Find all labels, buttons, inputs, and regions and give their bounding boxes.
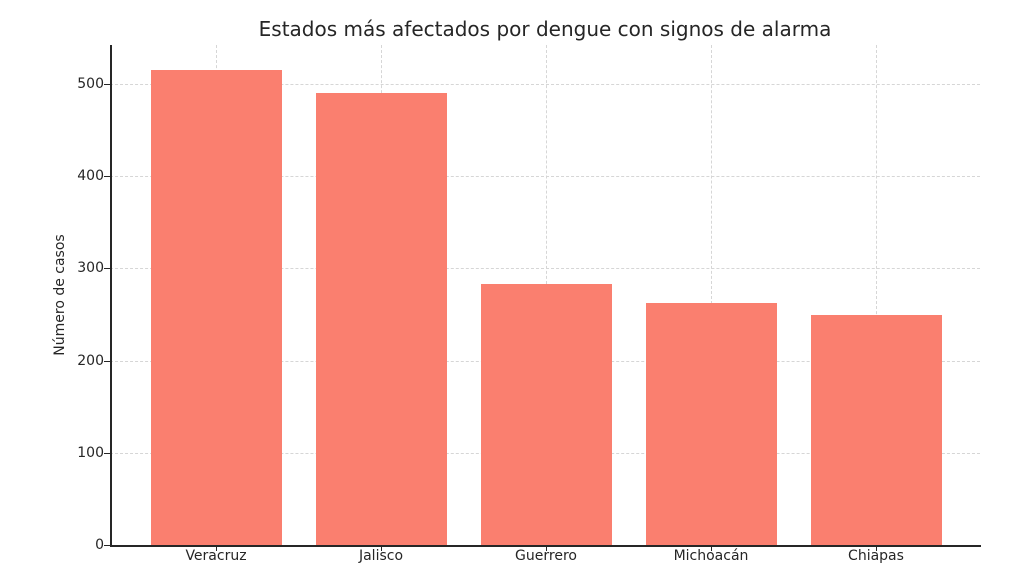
plot-area: [110, 45, 980, 545]
x-tick: [876, 545, 877, 551]
gridline-v: [711, 45, 712, 545]
x-tick: [216, 545, 217, 551]
y-tick: [104, 176, 110, 178]
y-tick-label: 500: [77, 76, 104, 92]
x-axis-line: [110, 545, 981, 547]
x-tick-label: Michoacán: [673, 548, 749, 564]
y-tick-label: 400: [77, 168, 104, 185]
y-axis-label: Número de casos: [52, 234, 68, 356]
chart-title: Estados más afectados por dengue con sig…: [258, 17, 832, 41]
x-tick-label: Guerrero: [515, 548, 577, 564]
y-tick: [104, 268, 110, 270]
y-tick: [104, 452, 110, 454]
bar-chiapas: [810, 314, 942, 545]
y-tick: [104, 545, 110, 546]
y-tick-label: 300: [77, 260, 104, 277]
bar-guerrero: [480, 284, 612, 545]
y-tick-label: 0: [95, 537, 104, 553]
gridline-v: [876, 45, 877, 545]
x-tick: [546, 545, 547, 551]
x-tick: [711, 545, 712, 551]
y-tick-label: 100: [77, 444, 104, 461]
y-axis-line: [110, 45, 112, 546]
x-tick-label: Veracruz: [185, 548, 247, 564]
y-tick-label: 200: [77, 352, 104, 369]
x-tick-label: Chiapas: [848, 548, 904, 564]
bar-jalisco: [315, 93, 447, 545]
bar-michoacán: [645, 302, 777, 545]
gridline-h: [110, 268, 980, 270]
y-tick: [104, 84, 110, 85]
x-tick: [381, 545, 382, 551]
x-tick-label: Jalisco: [358, 548, 404, 564]
gridline-h: [110, 84, 980, 85]
y-tick: [104, 360, 110, 362]
gridline-h: [110, 176, 980, 178]
bar-veracruz: [150, 70, 282, 545]
